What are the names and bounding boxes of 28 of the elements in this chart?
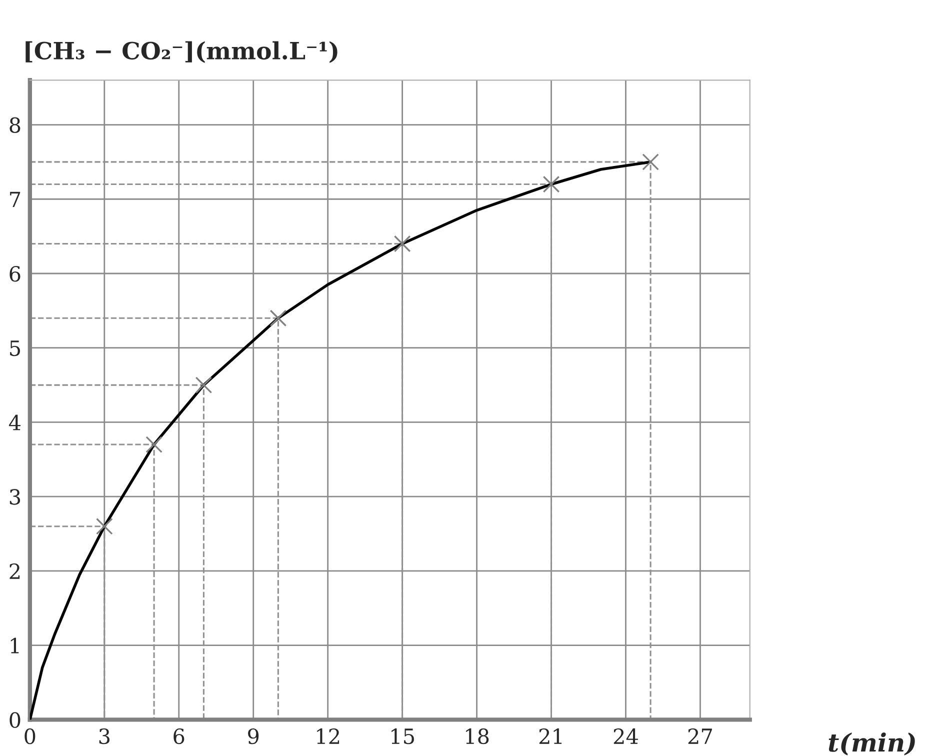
x-tick-label: 3: [99, 728, 110, 744]
point: [96, 518, 113, 535]
y-tick-label: 5: [10, 340, 20, 356]
y-tick-label: 3: [10, 489, 20, 505]
x-tick-label: 12: [317, 728, 340, 744]
x-tick-label: 9: [248, 728, 259, 744]
y-tick-label: 4: [8, 414, 21, 430]
y-tick-label: 7: [10, 192, 20, 208]
point: [542, 176, 560, 193]
point: [394, 235, 411, 252]
y-tick-label: 6: [10, 266, 20, 282]
y-tick-label: 8: [10, 117, 20, 133]
point: [642, 154, 660, 170]
y-tick-label: 0: [10, 712, 20, 728]
y-tick-label: 2: [10, 563, 20, 579]
point: [270, 310, 287, 327]
x-axis-title: t(min): [828, 732, 915, 756]
x-tick-label: 27: [688, 728, 712, 744]
point: [195, 376, 212, 394]
x-tick-label: 15: [392, 728, 414, 744]
x-tick-label: 21: [539, 728, 562, 744]
point: [146, 436, 162, 453]
x-tick-label: 6: [174, 728, 184, 744]
x-tick-label: 18: [466, 728, 489, 744]
y-axis-title: [CH₃ − CO₂⁻](mmol.L⁻¹): [26, 41, 338, 63]
y-tick-label: 1: [10, 638, 19, 654]
x-tick-label: 0: [24, 728, 36, 744]
x-tick-label: 24: [614, 728, 638, 744]
